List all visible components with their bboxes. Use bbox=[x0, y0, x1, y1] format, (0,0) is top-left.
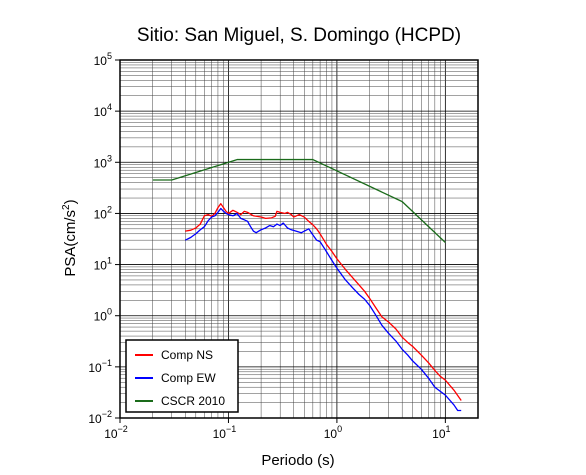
series-line-comp-ns bbox=[185, 203, 462, 401]
x-axis-label: Periodo (s) bbox=[261, 452, 334, 469]
plot-border bbox=[119, 59, 479, 419]
y-tick-label: 105 bbox=[94, 51, 112, 68]
plot-series bbox=[152, 158, 462, 412]
legend-label-cscr-2010: CSCR 2010 bbox=[161, 394, 225, 408]
x-tick-label: 10−1 bbox=[213, 424, 237, 441]
y-axis-label-superscript: 2 bbox=[61, 204, 72, 210]
y-axis-label-main: PSA(cm/s bbox=[62, 210, 79, 277]
legend: Comp NS Comp EW CSCR 2010 bbox=[125, 339, 239, 413]
x-tick-label: 10−2 bbox=[104, 424, 128, 441]
y-tick-label: 101 bbox=[94, 256, 112, 273]
y-tick-label: 10−1 bbox=[88, 358, 112, 375]
legend-label-comp-ns: Comp NS bbox=[161, 348, 213, 362]
y-tick-label: 102 bbox=[94, 204, 112, 221]
y-tick-label: 100 bbox=[94, 307, 112, 324]
y-tick-label: 10−2 bbox=[88, 409, 112, 426]
y-tick-label: 103 bbox=[94, 153, 112, 170]
x-tick-label: 101 bbox=[432, 424, 450, 441]
y-axis-label: PSA(cm/s2) bbox=[61, 199, 79, 276]
y-axis-label-end: ) bbox=[62, 199, 79, 204]
y-axis-ticks: 10−2 10−1 100 101 102 103 104 105 bbox=[88, 51, 120, 426]
x-axis-ticks: 10−2 10−1 100 101 bbox=[104, 418, 451, 441]
y-tick-label: 104 bbox=[94, 102, 112, 119]
series-line-cscr-2010 bbox=[152, 158, 446, 243]
x-tick-label: 100 bbox=[324, 424, 342, 441]
series-line-comp-ew bbox=[184, 207, 462, 412]
legend-label-comp-ew: Comp EW bbox=[161, 371, 216, 385]
chart-title: Sitio: San Miguel, S. Domingo (HCPD) bbox=[137, 25, 461, 46]
plot-frame bbox=[119, 59, 479, 419]
